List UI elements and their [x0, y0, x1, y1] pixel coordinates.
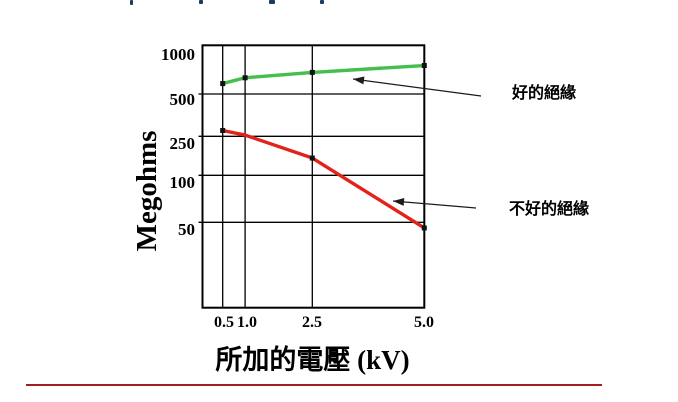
- annotation-good-insulation: 好的絕緣: [512, 85, 577, 102]
- y-tick-1000: 1000: [161, 45, 195, 64]
- x-tick-5_0: 5.0: [414, 314, 434, 331]
- clipped-title-fragment: [320, 0, 324, 4]
- y-tick-100: 100: [169, 173, 196, 192]
- bottom-divider: [26, 384, 602, 387]
- y-tick-50: 50: [178, 220, 195, 239]
- x-axis-title: 所加的電壓 (kV): [215, 345, 410, 375]
- clipped-title-fragment: [269, 0, 275, 4]
- y-tick-250: 250: [169, 134, 196, 153]
- clipped-title-fragment: [130, 0, 133, 5]
- annotation-bad-insulation: 不好的絕緣: [509, 201, 590, 218]
- x-tick-0_5: 0.5: [214, 314, 234, 331]
- y-tick-500: 500: [169, 90, 196, 109]
- clipped-title-fragment: [199, 0, 203, 4]
- x-tick-1_0: 1.0: [237, 314, 257, 331]
- x-tick-2_5: 2.5: [302, 314, 322, 331]
